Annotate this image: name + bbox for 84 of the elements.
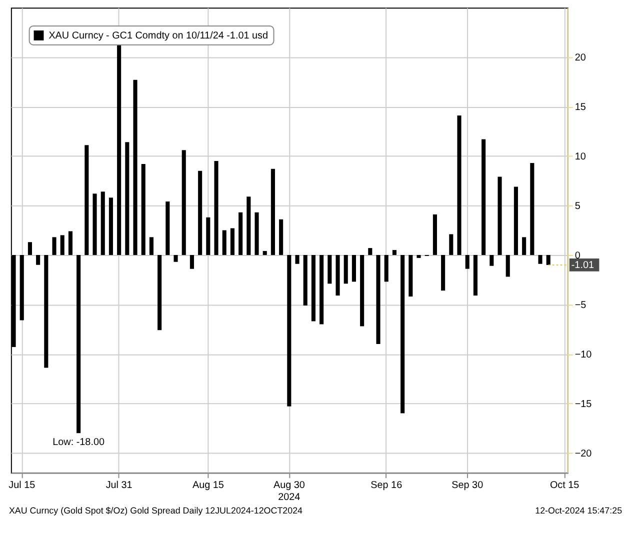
text: 12-Oct-2024 15:47:25 — [535, 505, 622, 516]
bar — [457, 115, 462, 255]
bar — [538, 254, 542, 264]
y-tick-label: −20 — [574, 448, 592, 460]
y-tick-label: 5 — [574, 200, 581, 212]
x-tick-label: Aug 30 2024 — [273, 480, 306, 503]
x-tick-label: Sep 16 — [370, 480, 403, 492]
bar — [441, 254, 446, 291]
bar — [287, 254, 292, 406]
bar — [198, 170, 202, 255]
bar — [384, 254, 388, 282]
bar — [336, 254, 340, 296]
annotation: -1.01 — [571, 260, 594, 271]
bar — [498, 176, 502, 255]
x-tick-label: Jul 31 — [106, 480, 133, 492]
bar — [279, 219, 284, 255]
bar — [76, 254, 81, 434]
bar — [92, 194, 97, 255]
bar — [506, 254, 510, 277]
y-tick-label: 10 — [574, 152, 586, 163]
bar — [352, 254, 356, 282]
bar — [254, 212, 259, 255]
y-tick-label: −15 — [574, 398, 592, 410]
annotation: Low: -18.00 — [52, 437, 105, 448]
bar — [408, 254, 413, 297]
bar — [28, 242, 32, 255]
bar — [44, 254, 48, 368]
bar — [149, 237, 154, 255]
bar — [392, 250, 396, 255]
bar — [108, 198, 113, 255]
bar — [328, 254, 332, 284]
bar — [490, 254, 494, 266]
bar — [473, 254, 478, 296]
y-tick-label: 20 — [574, 52, 586, 64]
bar — [158, 254, 162, 330]
bar — [182, 150, 186, 255]
x-tick-label: Sep 30 — [452, 480, 484, 492]
bar — [133, 80, 138, 255]
bar — [36, 254, 40, 265]
bar — [230, 228, 234, 255]
bar — [246, 196, 251, 255]
bar — [368, 248, 372, 255]
bar — [514, 186, 518, 255]
bar — [360, 254, 364, 326]
bar — [449, 234, 454, 255]
bar — [222, 230, 226, 255]
bar — [262, 251, 267, 255]
bar — [400, 254, 405, 414]
bar — [295, 254, 300, 264]
bar — [546, 254, 550, 265]
bar — [376, 254, 380, 344]
bar — [141, 164, 146, 255]
bar — [125, 142, 130, 255]
bar — [100, 192, 105, 255]
x-tick-label: Oct 15 — [550, 480, 580, 492]
bar — [311, 254, 316, 322]
bar — [174, 254, 178, 262]
bar — [84, 145, 89, 255]
bar — [270, 168, 275, 255]
bar — [465, 254, 470, 269]
bar — [432, 214, 437, 255]
y-tick-label: 15 — [574, 102, 586, 114]
y-tick-label: −10 — [574, 349, 592, 360]
bar — [52, 237, 56, 255]
bar — [206, 217, 210, 255]
bar — [320, 254, 324, 324]
x-tick-label: Aug 15 — [192, 480, 224, 492]
bar — [20, 254, 24, 320]
bar — [344, 254, 348, 284]
bar — [214, 160, 218, 255]
bar — [416, 254, 421, 258]
bar — [303, 254, 308, 306]
bar — [482, 139, 486, 255]
legend-label: XAU Curncy - GC1 Comdty on 10/11/24 -1.01 usd — [48, 30, 268, 42]
y-tick-label: −5 — [574, 300, 587, 311]
bar — [522, 237, 526, 255]
bar — [530, 162, 534, 255]
bar — [68, 231, 72, 255]
x-tick-label: Jul 15 — [8, 480, 36, 492]
bar — [190, 254, 194, 269]
bar — [238, 212, 243, 255]
bar — [166, 202, 170, 255]
text: XAU Curncy (Gold Spot $/Oz) Gold Spread Daily 12JUL2024-12OCT2024 — [8, 505, 303, 516]
bar — [60, 235, 64, 255]
